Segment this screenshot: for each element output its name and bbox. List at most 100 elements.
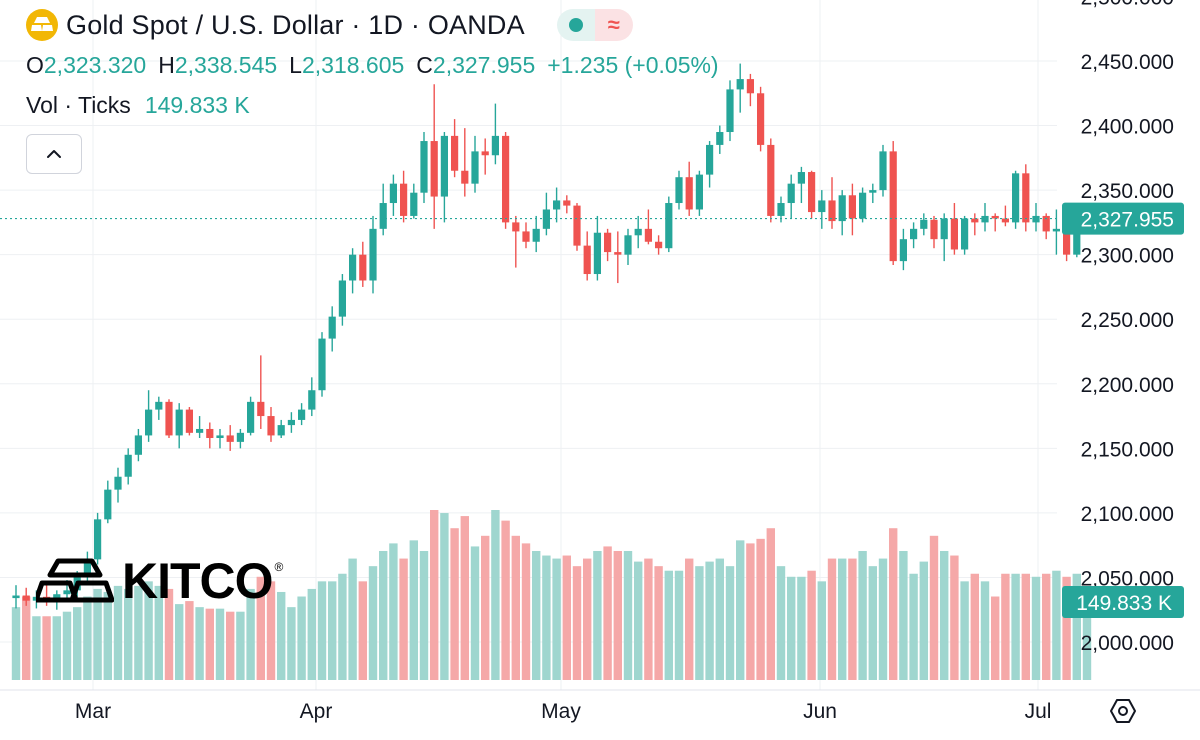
candle[interactable] xyxy=(797,166,805,204)
candle[interactable] xyxy=(451,119,459,178)
candle[interactable] xyxy=(12,585,20,609)
candle[interactable] xyxy=(1032,203,1040,232)
candle[interactable] xyxy=(226,425,234,451)
candle[interactable] xyxy=(655,235,663,255)
candle[interactable] xyxy=(410,183,418,219)
candle[interactable] xyxy=(1022,164,1030,232)
candle[interactable] xyxy=(665,196,673,253)
candle[interactable] xyxy=(206,422,214,449)
candle[interactable] xyxy=(491,103,499,165)
candle[interactable] xyxy=(716,125,724,154)
candle[interactable] xyxy=(1052,209,1060,255)
candle[interactable] xyxy=(185,407,193,436)
candle[interactable] xyxy=(400,170,408,223)
candle[interactable] xyxy=(165,399,173,439)
candle[interactable] xyxy=(981,203,989,232)
candle[interactable] xyxy=(94,512,102,565)
candle[interactable] xyxy=(695,170,703,216)
candle[interactable] xyxy=(359,241,367,287)
candle[interactable] xyxy=(114,467,122,503)
candle[interactable] xyxy=(634,215,642,249)
candle[interactable] xyxy=(349,248,357,294)
candle[interactable] xyxy=(675,170,683,210)
candle[interactable] xyxy=(1001,205,1009,227)
candle[interactable] xyxy=(542,192,550,236)
candle[interactable] xyxy=(471,135,479,193)
candle[interactable] xyxy=(308,377,316,417)
candle[interactable] xyxy=(604,228,612,262)
candle[interactable] xyxy=(838,190,846,236)
candle[interactable] xyxy=(236,428,244,449)
candle[interactable] xyxy=(338,274,346,326)
candle[interactable] xyxy=(848,183,856,236)
candle[interactable] xyxy=(746,73,754,107)
candle[interactable] xyxy=(267,407,275,442)
candle[interactable] xyxy=(502,132,510,229)
candle[interactable] xyxy=(512,215,520,268)
candle[interactable] xyxy=(644,209,652,245)
candle[interactable] xyxy=(808,170,816,219)
candle[interactable] xyxy=(155,396,163,420)
candle[interactable] xyxy=(104,480,112,524)
status-pill[interactable]: ≈ xyxy=(556,9,633,41)
candle[interactable] xyxy=(420,132,428,204)
candle[interactable] xyxy=(247,396,255,436)
candle[interactable] xyxy=(124,448,132,485)
candle[interactable] xyxy=(277,419,285,439)
candle[interactable] xyxy=(257,355,265,429)
candle[interactable] xyxy=(430,84,438,229)
candle[interactable] xyxy=(175,403,183,449)
candle[interactable] xyxy=(624,228,632,265)
candle[interactable] xyxy=(889,141,897,265)
candle[interactable] xyxy=(573,203,581,251)
candle[interactable] xyxy=(859,187,867,223)
candle[interactable] xyxy=(522,222,530,249)
candle[interactable] xyxy=(726,80,734,142)
candle[interactable] xyxy=(910,222,918,249)
candle[interactable] xyxy=(971,213,979,236)
candle[interactable] xyxy=(379,183,387,236)
candle[interactable] xyxy=(614,231,622,284)
candle[interactable] xyxy=(583,231,591,281)
candle[interactable] xyxy=(879,144,887,197)
candle[interactable] xyxy=(940,213,948,262)
candle[interactable] xyxy=(767,138,775,223)
candle[interactable] xyxy=(563,195,571,214)
candle[interactable] xyxy=(593,215,601,281)
candle[interactable] xyxy=(869,183,877,204)
candle[interactable] xyxy=(83,551,91,584)
candle[interactable] xyxy=(961,215,969,255)
candle[interactable] xyxy=(481,138,489,175)
candle[interactable] xyxy=(1042,213,1050,240)
candle[interactable] xyxy=(532,215,540,253)
chart-settings-button[interactable] xyxy=(1108,696,1138,726)
candle[interactable] xyxy=(706,141,714,188)
symbol-title[interactable]: Gold Spot / U.S. Dollar · 1D · OANDA xyxy=(66,9,525,40)
candle[interactable] xyxy=(818,190,826,229)
candle[interactable] xyxy=(318,332,326,397)
candle[interactable] xyxy=(389,174,397,216)
candle[interactable] xyxy=(145,390,153,442)
candle[interactable] xyxy=(22,587,30,606)
candle[interactable] xyxy=(196,416,204,439)
collapse-legend-button[interactable] xyxy=(26,134,82,174)
candle[interactable] xyxy=(216,428,224,449)
candle[interactable] xyxy=(899,228,907,271)
candle[interactable] xyxy=(736,63,744,113)
candle[interactable] xyxy=(920,213,928,236)
candle[interactable] xyxy=(461,128,469,197)
candle[interactable] xyxy=(553,187,561,223)
candle[interactable] xyxy=(787,174,795,219)
candle[interactable] xyxy=(369,215,377,294)
candle[interactable] xyxy=(757,86,765,152)
candle[interactable] xyxy=(328,306,336,352)
candle[interactable] xyxy=(930,215,938,249)
candle[interactable] xyxy=(950,203,958,255)
candle[interactable] xyxy=(287,412,295,433)
candle[interactable] xyxy=(134,428,142,462)
candle[interactable] xyxy=(298,403,306,426)
candle[interactable] xyxy=(440,132,448,223)
candle[interactable] xyxy=(991,213,999,232)
candle[interactable] xyxy=(828,177,836,229)
